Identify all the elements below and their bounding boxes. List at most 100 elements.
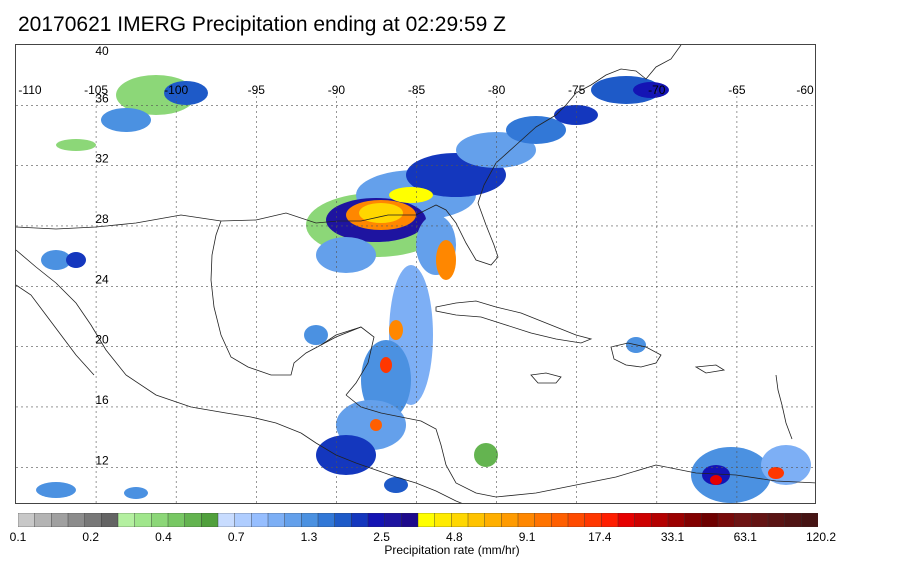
colorbar-tick-label: 0.4 <box>155 530 172 544</box>
precip-cell <box>56 139 96 151</box>
precip-cell <box>389 187 433 203</box>
precip-cell <box>101 108 151 132</box>
colorbar-tick-label: 63.1 <box>733 530 757 544</box>
colorbar-swatch <box>417 513 436 527</box>
latitude-label: 16 <box>95 393 109 407</box>
colorbar-swatch <box>367 513 386 527</box>
colorbar-swatch <box>184 513 202 527</box>
latitude-label: 20 <box>95 333 109 347</box>
longitude-label: -60 <box>796 83 814 97</box>
latitude-label: 32 <box>95 152 109 166</box>
longitude-label: -95 <box>248 83 266 97</box>
colorbar-swatch <box>51 513 69 527</box>
colorbar-swatch <box>601 513 619 527</box>
colorbar-swatch <box>701 513 719 527</box>
colorbar-swatch <box>651 513 669 527</box>
colorbar-tick-label: 0.7 <box>227 530 245 544</box>
colorbar-swatch <box>751 513 769 527</box>
precip-cell <box>710 475 722 485</box>
colorbar-swatch <box>634 513 652 527</box>
colorbar-tick-label: 120.2 <box>806 530 837 544</box>
colorbar-swatch <box>18 513 36 527</box>
colorbar-swatch <box>467 513 486 527</box>
longitude-label: -70 <box>648 83 666 97</box>
colorbar-swatch <box>451 513 469 527</box>
colorbar-swatch <box>217 513 236 527</box>
colorbar-swatch <box>517 513 536 527</box>
longitude-label: -75 <box>568 83 586 97</box>
lesser-antilles <box>775 374 793 440</box>
precip-cell <box>633 82 669 98</box>
hispaniola <box>610 342 662 368</box>
colorbar-swatch <box>584 513 602 527</box>
precip-cell <box>316 435 376 475</box>
colorbar <box>18 513 818 527</box>
colorbar-title: Precipitation rate (mm/hr) <box>384 543 520 557</box>
longitude-label: -110 <box>18 83 41 97</box>
colorbar-tick-label: 17.4 <box>588 530 612 544</box>
us-coastline <box>16 45 682 266</box>
colorbar-swatch <box>67 513 86 527</box>
longitude-label: -65 <box>728 83 746 97</box>
colorbar-tick-label: 9.1 <box>518 530 536 544</box>
precip-cell <box>768 467 784 479</box>
colorbar-tick-label: 4.8 <box>446 530 463 544</box>
precip-cell <box>316 237 376 273</box>
precip-cell <box>359 203 403 223</box>
longitude-label: -105 <box>84 83 108 97</box>
map-canvas: -110 -105 -100 -95 -90 -85 -80 -75 -70 -65 -60 40 36… <box>16 45 815 503</box>
precip-cell <box>361 340 411 420</box>
map-title: 20170621 IMERG Precipitation ending at 0… <box>18 13 506 36</box>
colorbar-swatch <box>34 513 52 527</box>
baja-coastline <box>16 284 95 376</box>
precip-cell <box>554 105 598 125</box>
coastline-layer <box>16 45 815 503</box>
axis-labels: -110 -105 -100 -95 -90 -85 -80 -75 -70 -65 -60 40 36… <box>18 45 814 467</box>
colorbar-swatch <box>351 513 369 527</box>
colorbar-swatch <box>501 513 519 527</box>
colorbar-swatch <box>251 513 269 527</box>
latitude-label: 40 <box>95 45 109 58</box>
precipitation-map: -110 -105 -100 -95 -90 -85 -80 -75 -70 -65 -60 40 36… <box>15 44 816 504</box>
longitude-label: -80 <box>488 83 506 97</box>
colorbar-tick-label: 0.2 <box>82 530 100 544</box>
precip-cell <box>436 240 456 280</box>
colorbar-swatch <box>534 513 552 527</box>
colorbar-swatch <box>234 513 252 527</box>
precipitation-layer <box>36 75 811 503</box>
precip-cell <box>370 419 382 431</box>
colorbar-swatch <box>684 513 702 527</box>
colorbar-swatch <box>117 513 136 527</box>
precip-cell <box>304 325 328 345</box>
graticule <box>16 91 815 503</box>
precip-cell <box>456 132 536 168</box>
colorbar-swatch <box>434 513 452 527</box>
colorbar-swatch <box>551 513 569 527</box>
colorbar-tick-label: 33.1 <box>660 530 685 544</box>
latitude-label: 24 <box>95 272 109 286</box>
precip-cell <box>761 445 811 485</box>
colorbar-swatch <box>201 513 219 527</box>
colorbar-swatch <box>617 513 636 527</box>
colorbar-swatch <box>717 513 736 527</box>
cuba <box>435 300 593 344</box>
precip-cell <box>164 81 208 105</box>
colorbar-tick-label: 0.1 <box>9 530 27 544</box>
central-america-caribbean-coast <box>345 394 815 498</box>
colorbar-swatch <box>301 513 319 527</box>
precip-cell <box>36 482 76 498</box>
longitude-label: -90 <box>328 83 346 97</box>
yucatan <box>320 326 362 346</box>
colorbar-swatch <box>284 513 302 527</box>
precip-cell <box>506 116 566 144</box>
colorbar-swatch <box>801 513 818 527</box>
precip-cell <box>41 250 71 270</box>
jamaica <box>530 372 562 384</box>
colorbar-swatch <box>134 513 152 527</box>
longitude-label: -85 <box>408 83 426 97</box>
colorbar-swatch <box>267 513 286 527</box>
longitude-label: -100 <box>164 83 188 97</box>
latitude-label: 12 <box>95 453 109 467</box>
central-america-coastline <box>300 432 463 503</box>
precip-cell <box>384 477 408 493</box>
